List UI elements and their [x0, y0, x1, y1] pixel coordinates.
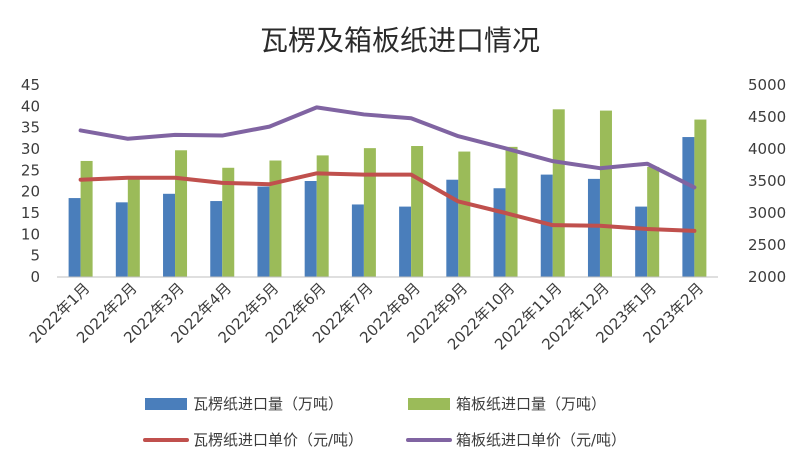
legend-label: 瓦楞纸进口单价（元/吨） [193, 431, 363, 449]
bar [647, 166, 660, 277]
y-left-tick-label: 15 [21, 204, 40, 222]
line-series-2 [78, 105, 697, 190]
bar [351, 204, 364, 277]
y-left-tick-label: 30 [21, 140, 40, 158]
bar [552, 109, 565, 277]
bar [163, 193, 176, 277]
bar [587, 178, 600, 277]
y-left-tick-label: 20 [21, 183, 40, 201]
bar [127, 178, 140, 277]
line-series-1 [78, 171, 697, 233]
y-right-tick-label: 4000 [748, 140, 786, 158]
bar [399, 206, 412, 277]
bar [493, 188, 506, 277]
bar-series-2 [80, 109, 707, 277]
legend-swatch [408, 398, 450, 410]
bar [115, 202, 128, 277]
bar [540, 174, 553, 277]
legend-swatch [145, 398, 187, 410]
y-left-tick-label: 25 [21, 161, 40, 179]
left-axis: 0 5 10 15 20 25 30 35 40 45 [21, 76, 40, 286]
legend-item: 瓦楞纸进口量（万吨） [145, 395, 343, 413]
y-right-tick-label: 2500 [748, 236, 786, 254]
line-series-group [78, 105, 697, 233]
bar [446, 179, 459, 277]
bar [269, 160, 282, 277]
y-right-tick-label: 4500 [748, 108, 786, 126]
y-right-tick-label: 5000 [748, 76, 786, 94]
bar-series-1 [68, 137, 695, 277]
bar [682, 137, 695, 277]
bar [316, 155, 329, 277]
y-left-tick-label: 10 [21, 225, 40, 243]
legend-item: 箱板纸进口单价（元/吨） [406, 431, 626, 449]
bar [411, 146, 424, 277]
bar [694, 119, 707, 277]
bar [635, 206, 648, 277]
bar [175, 150, 188, 277]
y-right-tick-label: 3500 [748, 172, 786, 190]
bar [505, 146, 518, 277]
legend-label: 箱板纸进口量（万吨） [456, 395, 606, 413]
x-axis: 2022年1月2022年2月2022年3月2022年4月2022年5月2022年… [26, 276, 718, 354]
bar [304, 181, 317, 277]
legend: 瓦楞纸进口量（万吨） 箱板纸进口量（万吨） 瓦楞纸进口单价（元/吨） 箱板纸进口单价（… [143, 395, 626, 449]
bar [458, 151, 471, 277]
y-right-tick-label: 2000 [748, 268, 786, 286]
y-left-tick-label: 35 [21, 119, 40, 137]
y-left-tick-label: 0 [30, 268, 40, 286]
bar [599, 110, 612, 277]
bar [210, 201, 223, 277]
bar [363, 148, 376, 277]
bar [222, 167, 235, 277]
y-right-tick-label: 3000 [748, 204, 786, 222]
chart-title: 瓦楞及箱板纸进口情况 [260, 24, 540, 57]
y-left-tick-label: 40 [21, 97, 40, 115]
legend-item: 箱板纸进口量（万吨） [408, 395, 606, 413]
bar [257, 186, 270, 277]
legend-item: 瓦楞纸进口单价（元/吨） [143, 431, 363, 449]
y-left-tick-label: 5 [30, 247, 40, 265]
legend-label: 箱板纸进口单价（元/吨） [456, 431, 626, 449]
right-axis: 2000 2500 3000 3500 4000 4500 5000 [748, 76, 786, 286]
legend-label: 瓦楞纸进口量（万吨） [193, 395, 343, 413]
bar [80, 160, 93, 277]
bar-series-group [68, 109, 707, 277]
bar [68, 198, 81, 277]
y-left-tick-label: 45 [21, 76, 40, 94]
